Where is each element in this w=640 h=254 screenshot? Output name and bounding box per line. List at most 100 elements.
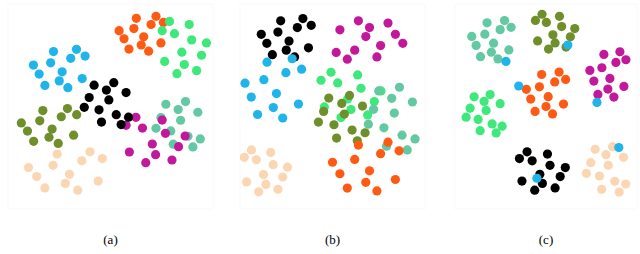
point (115, 26, 124, 35)
point (343, 183, 352, 192)
point (98, 154, 107, 163)
point (390, 108, 399, 117)
point (328, 158, 337, 167)
point (247, 92, 256, 101)
point (410, 134, 419, 143)
point (570, 24, 579, 33)
point (63, 83, 72, 92)
point (586, 158, 595, 167)
point (85, 147, 94, 156)
point (117, 120, 126, 129)
point (293, 23, 302, 32)
point (550, 77, 559, 86)
point (281, 68, 290, 77)
point (49, 161, 58, 170)
point (597, 63, 606, 72)
point (196, 134, 205, 143)
point (269, 103, 278, 112)
point (138, 123, 147, 132)
point (170, 29, 179, 38)
point (476, 126, 485, 135)
point (192, 66, 201, 75)
point (151, 12, 160, 21)
point (340, 109, 349, 118)
point (350, 46, 359, 55)
point (97, 117, 106, 126)
point (104, 95, 113, 104)
point (324, 93, 333, 102)
point (252, 155, 261, 164)
point (132, 14, 141, 23)
point (383, 138, 392, 147)
point (40, 81, 49, 90)
panel-label: (a) (103, 232, 117, 247)
point (90, 81, 99, 90)
point (591, 145, 600, 154)
point (38, 106, 47, 115)
point (589, 76, 598, 85)
point (500, 16, 509, 25)
point (364, 120, 373, 129)
point (361, 32, 370, 41)
point (261, 180, 270, 189)
point (174, 142, 183, 151)
point (269, 160, 278, 169)
point (174, 105, 183, 114)
point (358, 101, 367, 110)
point (470, 92, 479, 101)
point (395, 83, 404, 92)
point (531, 16, 540, 25)
point (537, 70, 546, 79)
point (611, 58, 620, 67)
point (535, 82, 544, 91)
point (151, 124, 160, 133)
point (561, 75, 570, 84)
point (379, 123, 388, 132)
point (542, 18, 551, 27)
point (180, 60, 189, 69)
point (266, 148, 275, 157)
point (343, 55, 352, 64)
point (314, 117, 323, 126)
point (557, 22, 566, 31)
point (506, 23, 515, 32)
point (63, 104, 72, 113)
point (29, 137, 38, 146)
point (522, 147, 531, 156)
point (177, 48, 186, 57)
point (397, 131, 406, 140)
point (597, 185, 606, 194)
point (333, 78, 342, 87)
point (307, 21, 316, 30)
point (278, 172, 287, 181)
point (350, 155, 359, 164)
point (65, 170, 74, 179)
point (124, 113, 133, 122)
plot-frame (8, 4, 213, 209)
point (467, 32, 476, 41)
point (197, 51, 206, 60)
point (530, 107, 539, 116)
point (533, 36, 542, 45)
point (621, 179, 630, 188)
point (326, 68, 335, 77)
point (462, 113, 471, 122)
point (137, 40, 146, 49)
point (566, 32, 575, 41)
point (614, 143, 623, 152)
point (345, 91, 354, 100)
point (532, 174, 541, 183)
point (193, 108, 202, 117)
point (353, 70, 362, 79)
point (374, 86, 383, 95)
point (480, 30, 489, 39)
point (161, 129, 170, 138)
point (543, 149, 552, 158)
point (23, 127, 32, 136)
point (480, 97, 489, 106)
point (548, 30, 557, 39)
point (284, 37, 293, 46)
point (58, 67, 67, 76)
point (332, 48, 341, 57)
point (156, 38, 165, 47)
